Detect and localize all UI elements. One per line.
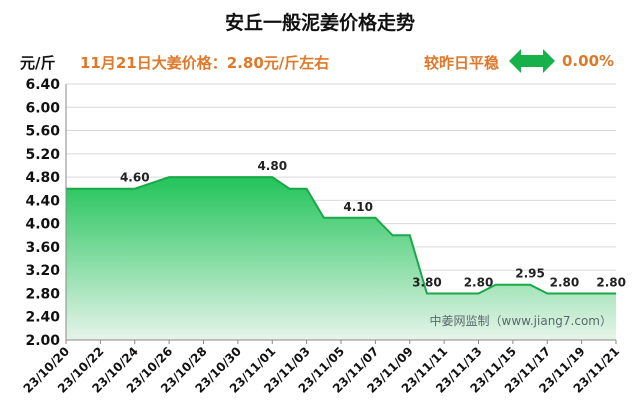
- y-tick-label: 2.40: [25, 310, 60, 326]
- y-tick-label: 5.60: [25, 124, 60, 140]
- y-tick-label: 2.00: [25, 333, 60, 349]
- price-note: 11月21日大姜价格：2.80元/斤左右: [80, 54, 330, 72]
- unit-label: 元/斤: [20, 54, 56, 72]
- y-tick-label: 2.80: [25, 286, 60, 302]
- y-tick-label: 4.80: [25, 170, 60, 186]
- data-label: 4.80: [257, 159, 287, 173]
- price-area: [66, 177, 616, 340]
- chart-title: 安丘一般泥姜价格走势: [224, 12, 415, 34]
- data-label: 3.80: [412, 275, 442, 289]
- data-label: 2.80: [464, 275, 494, 289]
- y-tick-labels: 2.00 2.40 2.80 3.20 3.60 4.00 4.40 4.80 5.20 5.60…: [25, 77, 60, 349]
- y-tick-label: 6.00: [25, 100, 60, 116]
- x-tick-labels: 23/10/2023/10/2223/10/2423/10/2623/10/28…: [21, 340, 622, 396]
- y-tick-label: 6.40: [25, 77, 60, 93]
- watermark: 中姜网监制（www.jiang7.com）: [430, 313, 612, 328]
- compare-label: 较昨日平稳: [424, 54, 500, 72]
- data-label: 4.60: [120, 171, 150, 185]
- data-label: 4.10: [343, 200, 373, 214]
- double-arrow-icon: [509, 49, 555, 73]
- y-tick-label: 3.60: [25, 240, 60, 256]
- data-labels: 4.60 4.80 4.10 3.80 2.80 2.95 2.80 2.80: [120, 159, 626, 289]
- price-line: [66, 176, 616, 295]
- y-tick-label: 4.00: [25, 217, 60, 233]
- y-tick-label: 3.20: [25, 263, 60, 279]
- y-tick-label: 5.20: [25, 147, 60, 163]
- y-tick-label: 4.40: [25, 193, 60, 209]
- change-percent: 0.00%: [562, 52, 615, 70]
- data-label: 2.80: [596, 275, 626, 289]
- data-label: 2.80: [550, 275, 580, 289]
- data-label: 2.95: [515, 267, 545, 281]
